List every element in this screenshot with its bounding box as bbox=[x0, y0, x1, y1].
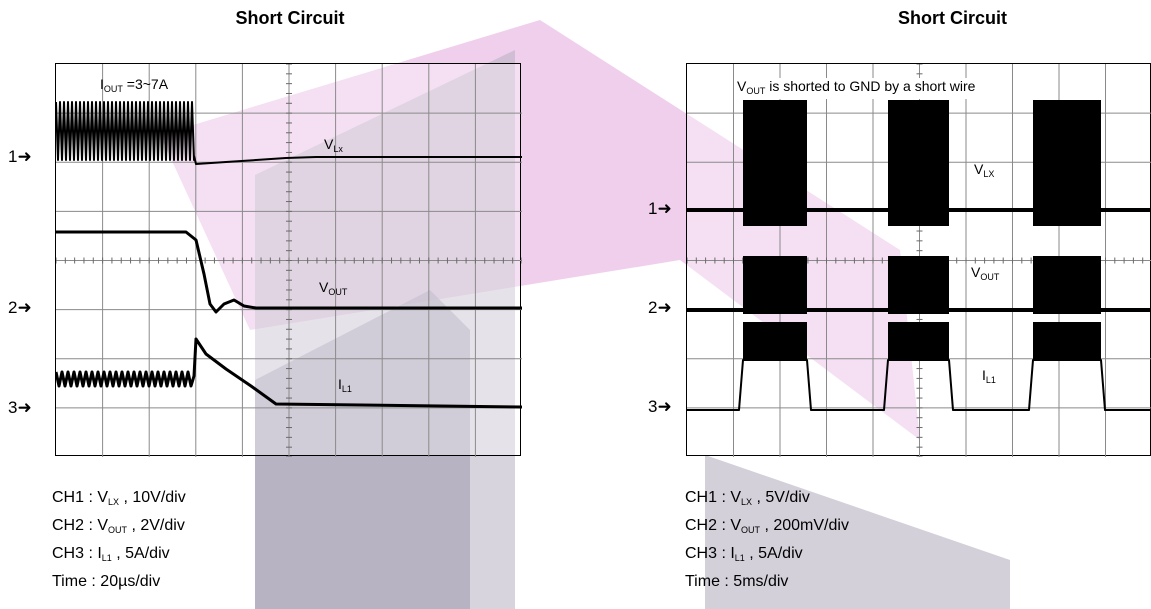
chart-panel-left: Short Circuit IOUT =3~7A VLx VOUT IL1 1➜… bbox=[0, 0, 560, 609]
waveform-ch1-burst bbox=[743, 100, 807, 226]
channel-2-marker: 2➜ bbox=[648, 298, 672, 317]
chart-title: Short Circuit bbox=[897, 8, 1007, 28]
series-label-vlx: VLx bbox=[324, 136, 343, 154]
settings-row: Time : 20µs/div bbox=[52, 573, 161, 590]
series-label-vlx: VLX bbox=[974, 161, 995, 179]
annotation-label: IOUT =3~7A bbox=[100, 76, 169, 94]
series-label-vout: VOUT bbox=[971, 264, 1000, 282]
annotation-label: VOUT is shorted to GND by a short wire bbox=[735, 78, 978, 99]
watermark-gray-shape-center bbox=[255, 290, 470, 609]
waveform-ch3-il1 bbox=[56, 337, 522, 409]
channel-1-marker: 1➜ bbox=[648, 199, 672, 218]
oscilloscope-display: VOUT is shorted to GND by a short wire V… bbox=[686, 63, 1151, 457]
series-label-vout: VOUT bbox=[319, 279, 348, 297]
settings-row: CH1 : VLX , 5V/div bbox=[685, 489, 810, 507]
series-label-il1: IL1 bbox=[980, 367, 998, 388]
waveform-ch2-burst bbox=[1033, 256, 1101, 314]
watermark-magenta-shape bbox=[160, 20, 920, 440]
waveform-ch2-vout bbox=[56, 230, 522, 314]
waveform-ch1-burst bbox=[888, 100, 949, 226]
waveform-ch3-burst bbox=[1033, 322, 1101, 360]
channel-3-marker: 3➜ bbox=[8, 398, 32, 417]
waveform-svg bbox=[56, 64, 522, 457]
waveform-svg bbox=[687, 64, 1151, 457]
chart-title: Short Circuit bbox=[235, 8, 345, 28]
waveform-ch3-burst bbox=[743, 322, 807, 360]
waveform-ch3-burst bbox=[888, 322, 949, 360]
watermark-gray-shape-right bbox=[705, 455, 1010, 609]
channel-settings: CH1 : VLX , 5V/div CH2 : VOUT , 200mV/di… bbox=[685, 486, 849, 594]
channel-settings: CH1 : VLX , 10V/div CH2 : VOUT , 2V/div … bbox=[52, 486, 186, 594]
oscilloscope-display: IOUT =3~7A VLx VOUT IL1 bbox=[55, 63, 522, 457]
series-label-il1: IL1 bbox=[338, 376, 352, 394]
waveform-ch3-il1 bbox=[687, 359, 1151, 411]
settings-row: CH3 : IL1 , 5A/div bbox=[685, 545, 803, 563]
waveform-ch2-burst bbox=[743, 256, 807, 314]
settings-row: CH2 : VOUT , 2V/div bbox=[52, 517, 185, 535]
channel-3-marker: 3➜ bbox=[648, 397, 672, 416]
settings-row: CH3 : IL1 , 5A/div bbox=[52, 545, 170, 563]
settings-row: CH1 : VLX , 10V/div bbox=[52, 489, 186, 507]
waveform-ch1-burst bbox=[1033, 100, 1101, 226]
waveform-ch2-burst bbox=[888, 256, 949, 314]
channel-1-marker: 1➜ bbox=[8, 147, 32, 166]
settings-row: CH2 : VOUT , 200mV/div bbox=[685, 517, 849, 535]
channel-2-marker: 2➜ bbox=[8, 298, 32, 317]
settings-row: Time : 5ms/div bbox=[685, 573, 789, 590]
waveform-ch1-vlx bbox=[56, 101, 522, 165]
chart-panel-right: Short Circuit VOUT is shorted to GND by … bbox=[630, 0, 1151, 609]
